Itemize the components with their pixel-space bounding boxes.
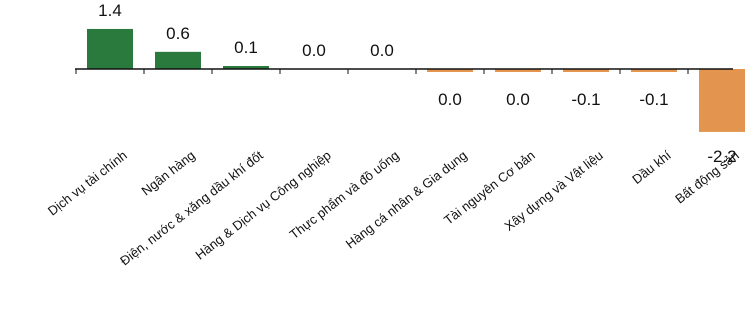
value-label: 0.1 <box>234 38 258 57</box>
value-label: -0.1 <box>639 90 668 109</box>
bar <box>87 28 133 69</box>
value-label: 0.0 <box>302 41 326 60</box>
category-label: Ngân hàng <box>138 148 197 199</box>
bar <box>699 69 745 132</box>
value-label: 0.0 <box>438 90 462 109</box>
bar <box>155 51 201 69</box>
category-label: Điện, nước & xăng dầu khí đốt <box>117 147 266 268</box>
bar <box>495 69 541 72</box>
bar <box>223 66 269 69</box>
value-label: 0.0 <box>370 41 394 60</box>
value-labels-group: 1.4 0.6 0.1 0.0 0.0 0.0 0.0 -0.1 -0.1 -2.2 <box>98 1 736 166</box>
value-label: 0.0 <box>506 90 530 109</box>
bar <box>427 69 473 72</box>
category-label: Hàng cá nhân & Gia dụng <box>343 148 470 252</box>
value-label: -0.1 <box>571 90 600 109</box>
category-label: Dịch vụ tài chính <box>45 148 130 219</box>
category-label: Thực phẩm và đồ uống <box>287 148 402 243</box>
category-label: Hàng & Dịch vụ Công nghiệp <box>192 148 333 263</box>
bar <box>631 69 677 72</box>
value-label: 0.6 <box>166 24 190 43</box>
value-label: -2.2 <box>707 147 736 166</box>
value-label: 1.4 <box>98 1 122 20</box>
bar <box>563 69 609 72</box>
bars-group <box>87 28 745 132</box>
x-axis-ticks <box>75 69 689 74</box>
category-label: Dầu khí <box>629 147 674 187</box>
